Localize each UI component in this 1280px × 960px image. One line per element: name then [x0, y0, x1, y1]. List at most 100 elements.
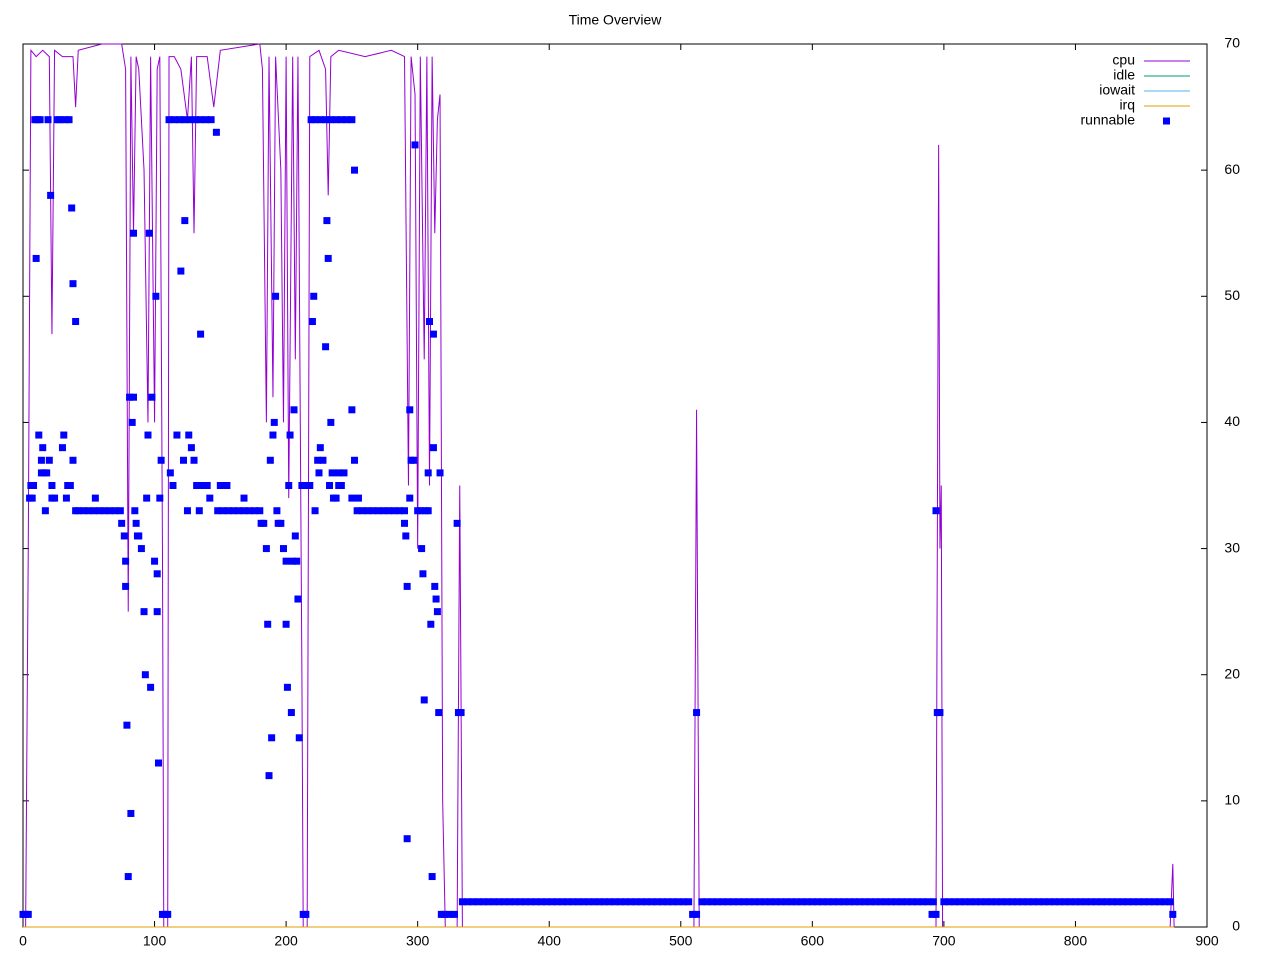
data-point	[803, 898, 811, 906]
data-point	[1161, 898, 1169, 906]
data-point	[251, 507, 259, 515]
data-point	[585, 898, 593, 906]
data-point	[240, 494, 248, 502]
data-point	[500, 898, 508, 906]
data-point	[871, 898, 879, 906]
data-point	[1066, 898, 1074, 906]
data-point	[698, 898, 706, 906]
data-point	[290, 406, 298, 414]
data-point	[516, 898, 524, 906]
legend-swatch	[1163, 117, 1170, 125]
data-point	[971, 898, 979, 906]
data-point	[206, 494, 214, 502]
data-point	[845, 898, 853, 906]
data-point	[548, 898, 556, 906]
data-point	[793, 898, 801, 906]
data-point	[302, 910, 310, 918]
data-point	[1169, 910, 1177, 918]
data-point	[527, 898, 535, 906]
data-point	[1108, 898, 1116, 906]
data-point	[419, 570, 427, 578]
data-point	[506, 898, 514, 906]
data-point	[315, 469, 323, 477]
data-point	[1145, 898, 1153, 906]
data-point	[314, 456, 322, 464]
data-point	[164, 910, 172, 918]
data-point	[729, 898, 737, 906]
data-point	[1098, 898, 1106, 906]
data-point	[272, 292, 280, 300]
data-point	[427, 620, 435, 628]
data-point	[956, 898, 964, 906]
data-point	[708, 898, 716, 906]
data-point	[574, 898, 582, 906]
data-point	[287, 709, 295, 717]
data-point	[135, 532, 143, 540]
data-point	[616, 898, 624, 906]
data-point	[966, 898, 974, 906]
data-point	[279, 545, 287, 553]
data-point	[431, 582, 439, 590]
data-point	[337, 116, 345, 124]
data-point	[814, 898, 822, 906]
data-point	[291, 532, 299, 540]
data-point	[1071, 898, 1079, 906]
data-point	[332, 116, 340, 124]
data-point	[1003, 898, 1011, 906]
data-point	[219, 507, 227, 515]
data-point	[522, 898, 530, 906]
data-point	[91, 494, 99, 502]
data-point	[703, 898, 711, 906]
data-point	[327, 418, 335, 426]
data-point	[929, 898, 937, 906]
y-tick-label: 60	[1224, 161, 1240, 177]
data-point	[353, 507, 361, 515]
data-point	[47, 191, 55, 199]
data-point	[235, 507, 243, 515]
data-point	[379, 507, 387, 515]
data-point	[714, 898, 722, 906]
data-point	[106, 507, 114, 515]
data-point	[310, 292, 318, 300]
data-point	[1077, 898, 1085, 906]
data-point	[977, 898, 985, 906]
data-point	[137, 545, 145, 553]
data-point	[197, 330, 205, 338]
data-point	[961, 898, 969, 906]
data-point	[928, 910, 936, 918]
x-tick-label: 600	[801, 933, 825, 949]
data-point	[223, 482, 231, 489]
data-point	[777, 898, 785, 906]
data-point	[229, 507, 237, 515]
data-point	[266, 456, 274, 464]
x-tick-label: 700	[932, 933, 956, 949]
data-point	[295, 734, 303, 742]
data-point	[183, 507, 191, 515]
data-point	[950, 898, 958, 906]
data-point	[824, 898, 832, 906]
data-point	[145, 229, 153, 237]
data-point	[141, 671, 149, 679]
x-tick-label: 900	[1195, 933, 1219, 949]
x-tick-label: 500	[669, 933, 693, 949]
data-point	[403, 835, 411, 843]
data-point	[116, 507, 124, 515]
data-point	[420, 696, 428, 704]
data-point	[1050, 898, 1058, 906]
data-point	[68, 204, 76, 212]
legend-label: irq	[1119, 97, 1135, 113]
legend-label: idle	[1113, 67, 1135, 83]
data-point	[1103, 898, 1111, 906]
data-point	[153, 570, 161, 578]
data-point	[893, 898, 901, 906]
y-tick-label: 50	[1224, 287, 1240, 303]
data-point	[410, 456, 418, 464]
data-point	[866, 898, 874, 906]
data-point	[324, 254, 332, 262]
data-point	[401, 519, 409, 527]
data-point	[424, 507, 432, 515]
data-point	[600, 898, 608, 906]
data-point	[132, 519, 140, 527]
data-point	[203, 482, 211, 489]
data-point	[316, 444, 324, 452]
